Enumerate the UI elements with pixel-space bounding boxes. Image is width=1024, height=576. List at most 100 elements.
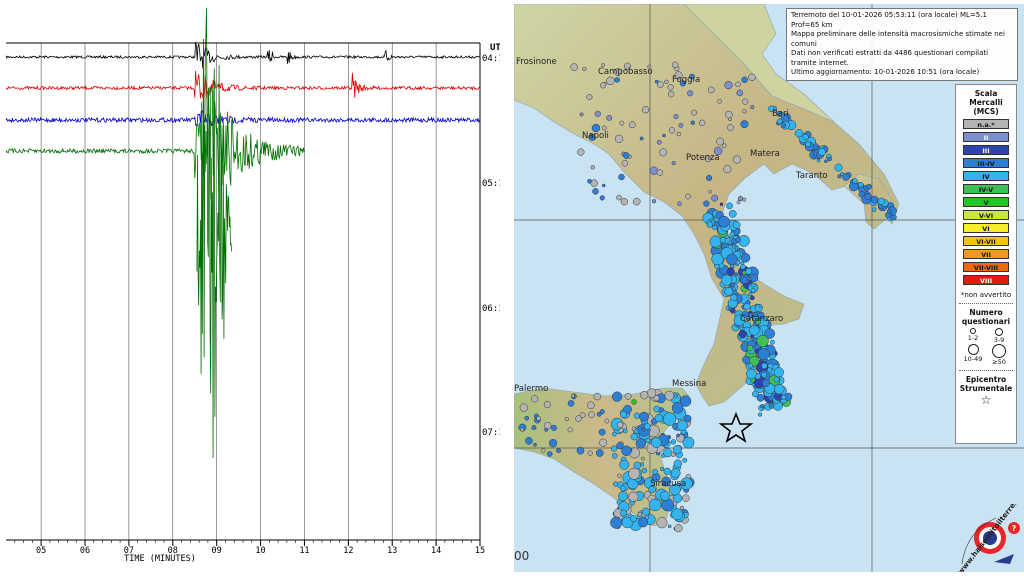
intensity-dot (663, 448, 673, 458)
intensity-dot (864, 193, 872, 200)
intensity-dot (620, 198, 628, 206)
intensity-dot (621, 160, 629, 167)
info-line: Ultimo aggiornamento: 10-01-2026 10:51 (… (791, 68, 980, 76)
intensity-dot (712, 225, 718, 231)
count-sizes: 1-2 3-9 10-49 ≥50 (960, 328, 1012, 366)
intensity-dot (579, 112, 584, 117)
intensity-dot (761, 362, 768, 370)
intensity-dot (682, 494, 690, 502)
tick-label: 12 (343, 546, 353, 556)
intensity-dot (780, 122, 787, 129)
intensity-dot (770, 339, 775, 345)
intensity-dot (725, 110, 733, 119)
seismic-trace (5, 84, 305, 200)
intensity-dot (711, 194, 719, 202)
info-line: Mappa preliminare delle intensità macros… (791, 30, 1005, 48)
logo-text: www.haisentitoilterremoto.it (956, 504, 1024, 572)
intensity-dot (743, 302, 751, 311)
intensity-dot (760, 404, 765, 409)
intensity-dot (639, 136, 644, 141)
intensity-dot (531, 425, 537, 431)
count-title: Numero (969, 308, 1003, 317)
intensity-dot (689, 73, 695, 80)
row-label-0615: 06:15 (482, 304, 500, 314)
intensity-dot (620, 509, 627, 517)
intensity-dot (519, 403, 528, 412)
intensity-dot (736, 200, 741, 205)
seismogram-panel: UTC 04:15 05:15 06:15 07:15 05 06 07 08 09 10… (5, 7, 500, 564)
row-label-0715: 07:15 (482, 428, 500, 438)
epicenter-title: Epicentro (965, 375, 1007, 384)
intensity-dot (671, 508, 684, 521)
intensity-dot (628, 467, 641, 480)
intensity-dot (611, 391, 623, 402)
intensity-dot (639, 411, 649, 422)
intensity-dot (761, 372, 768, 378)
legend-swatch: III-IV (963, 158, 1009, 168)
intensity-dot (768, 403, 775, 409)
intensity-dot (649, 166, 659, 175)
intensity-dot (735, 260, 741, 265)
intensity-dot (750, 334, 754, 339)
intensity-dot (776, 118, 783, 125)
intensity-dot (749, 295, 755, 301)
intensity-dot (834, 163, 843, 172)
legend-swatch: IV-V (963, 184, 1009, 194)
intensity-dot (616, 421, 624, 429)
intensity-dot (610, 445, 618, 452)
intensity-dot (740, 264, 746, 270)
intensity-dot (619, 410, 627, 419)
intensity-dot (674, 71, 683, 80)
tick-label: 05 (36, 546, 46, 556)
intensity-dot (672, 445, 682, 455)
intensity-dot (727, 124, 734, 131)
legend-swatch: VI (963, 223, 1009, 233)
intensity-dot (698, 119, 706, 127)
intensity-dot (679, 395, 692, 407)
tick-label: 06 (80, 546, 90, 556)
intensity-dot (610, 516, 623, 529)
intensity-dot (679, 505, 685, 511)
intensity-dot (642, 507, 650, 516)
intensity-dot (645, 437, 651, 444)
intensity-dot (752, 390, 759, 398)
intensity-dot (640, 391, 649, 400)
map-edge-text: 00 (514, 549, 529, 563)
intensity-dot (567, 400, 575, 407)
intensity-dot (824, 159, 828, 164)
intensity-dot (637, 512, 643, 517)
intensity-dot (704, 155, 712, 163)
intensity-dot (656, 169, 664, 176)
epicenter-title: Strumentale (959, 384, 1013, 393)
intensity-dot (740, 253, 751, 263)
city-label-bari: Bari (772, 109, 789, 119)
intensity-dot (647, 64, 652, 69)
intensity-dot (735, 81, 741, 88)
intensity-dot (641, 427, 646, 432)
intensity-dot (579, 412, 586, 419)
intensity-dot (533, 442, 537, 447)
intensity-dot (717, 98, 722, 104)
intensity-dot (866, 183, 872, 190)
intensity-dot (758, 304, 763, 308)
tick-label: 09 (212, 546, 222, 556)
intensity-dot (738, 330, 747, 339)
intensity-dot (757, 412, 763, 417)
intensity-dot (633, 461, 642, 470)
intensity-dot (706, 174, 713, 182)
intensity-dot (544, 427, 549, 432)
tick-label: 07 (124, 546, 134, 556)
intensity-dot (755, 319, 761, 325)
intensity-dot (730, 294, 738, 302)
intensity-dot (683, 414, 692, 423)
intensity-dot (886, 209, 892, 214)
intensity-dot (656, 517, 668, 529)
intensity-dot (596, 411, 602, 417)
intensity-dot (871, 207, 877, 212)
intensity-dot (742, 98, 749, 105)
intensity-dot (641, 106, 650, 114)
intensity-dot (614, 77, 620, 83)
tick-label: 10 (255, 546, 265, 556)
intensity-dot (582, 66, 587, 72)
intensity-dot (663, 467, 672, 476)
